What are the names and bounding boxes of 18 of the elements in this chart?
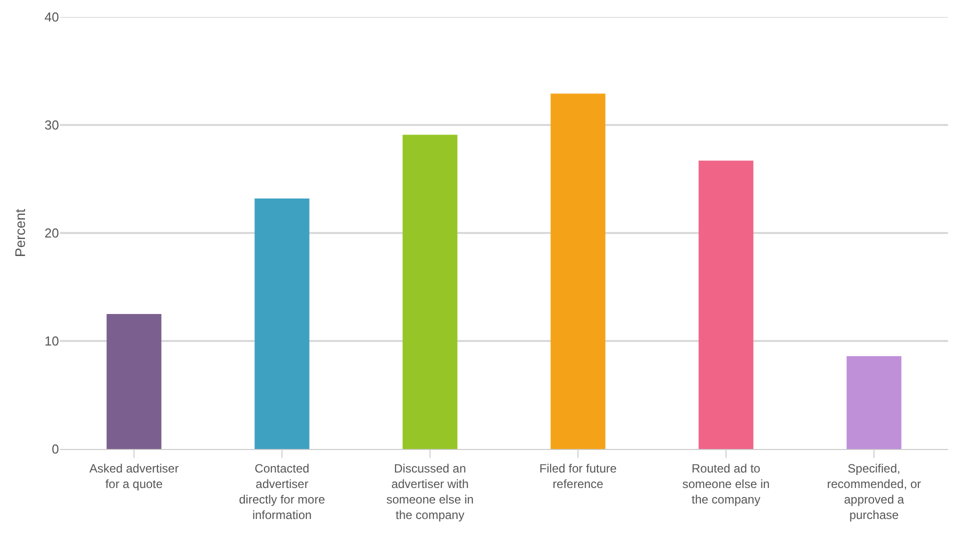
bar bbox=[846, 356, 902, 449]
bar bbox=[106, 314, 162, 449]
x-tick-label: Filed for future reference bbox=[539, 461, 618, 491]
y-tick-label: 0 bbox=[52, 442, 59, 457]
bar bbox=[402, 134, 458, 449]
x-tick-label: Contacted advertiser directly for more information bbox=[238, 461, 326, 522]
x-tick-label: Discussed an advertiser with someone else in the company bbox=[386, 461, 474, 522]
y-tick-label: 10 bbox=[44, 334, 59, 349]
y-tick-label: 20 bbox=[44, 226, 59, 241]
bar bbox=[698, 160, 754, 449]
y-tick-label: 40 bbox=[44, 10, 59, 25]
x-tick-label: Asked advertiser for a quote bbox=[89, 461, 179, 491]
x-tick-label: Routed ad to someone else in the company bbox=[682, 461, 770, 507]
bar bbox=[254, 198, 310, 449]
y-tick-label: 30 bbox=[44, 118, 59, 133]
y-axis-title: Percent bbox=[12, 208, 28, 258]
x-tick-label: Specified, recommended, or approved a purchase bbox=[826, 461, 922, 522]
bar bbox=[550, 94, 606, 449]
